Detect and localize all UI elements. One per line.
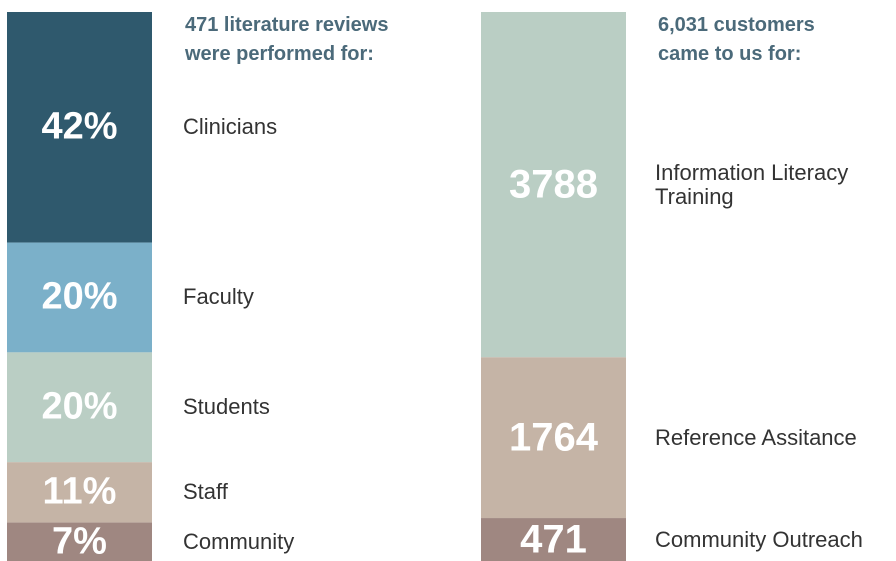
value-label: 20% (41, 275, 118, 318)
category-label: Community (183, 528, 295, 554)
bar-segment (7, 522, 152, 561)
bar-segment (7, 462, 152, 523)
chart-title: came to us for: (658, 43, 802, 65)
bar-segment (7, 352, 152, 463)
category-label: Faculty (183, 284, 254, 310)
bar-segment (481, 357, 626, 519)
bar-segment (7, 12, 152, 243)
value-label: 42% (41, 105, 118, 148)
value-label: 3788 (509, 162, 598, 207)
chart-title: 6,031 customers (658, 14, 815, 36)
category-label: Information Literacy Training (655, 159, 849, 209)
category-label: Students (183, 394, 270, 420)
category-label: Community Outreach (655, 526, 863, 552)
bar-segment (7, 242, 152, 353)
category-label: Reference Assitance (655, 424, 857, 450)
bar-segment (481, 518, 626, 561)
bar-segment (481, 12, 626, 358)
category-label: Staff (183, 479, 228, 505)
value-label: 20% (41, 385, 118, 428)
chart-title: were performed for: (185, 43, 374, 65)
category-label: Clinicians (183, 114, 278, 140)
chart-title: 471 literature reviews (185, 14, 389, 36)
value-label: 1764 (509, 415, 598, 460)
value-label: 7% (52, 520, 107, 561)
value-label: 471 (520, 517, 587, 561)
value-label: 11% (42, 470, 117, 513)
